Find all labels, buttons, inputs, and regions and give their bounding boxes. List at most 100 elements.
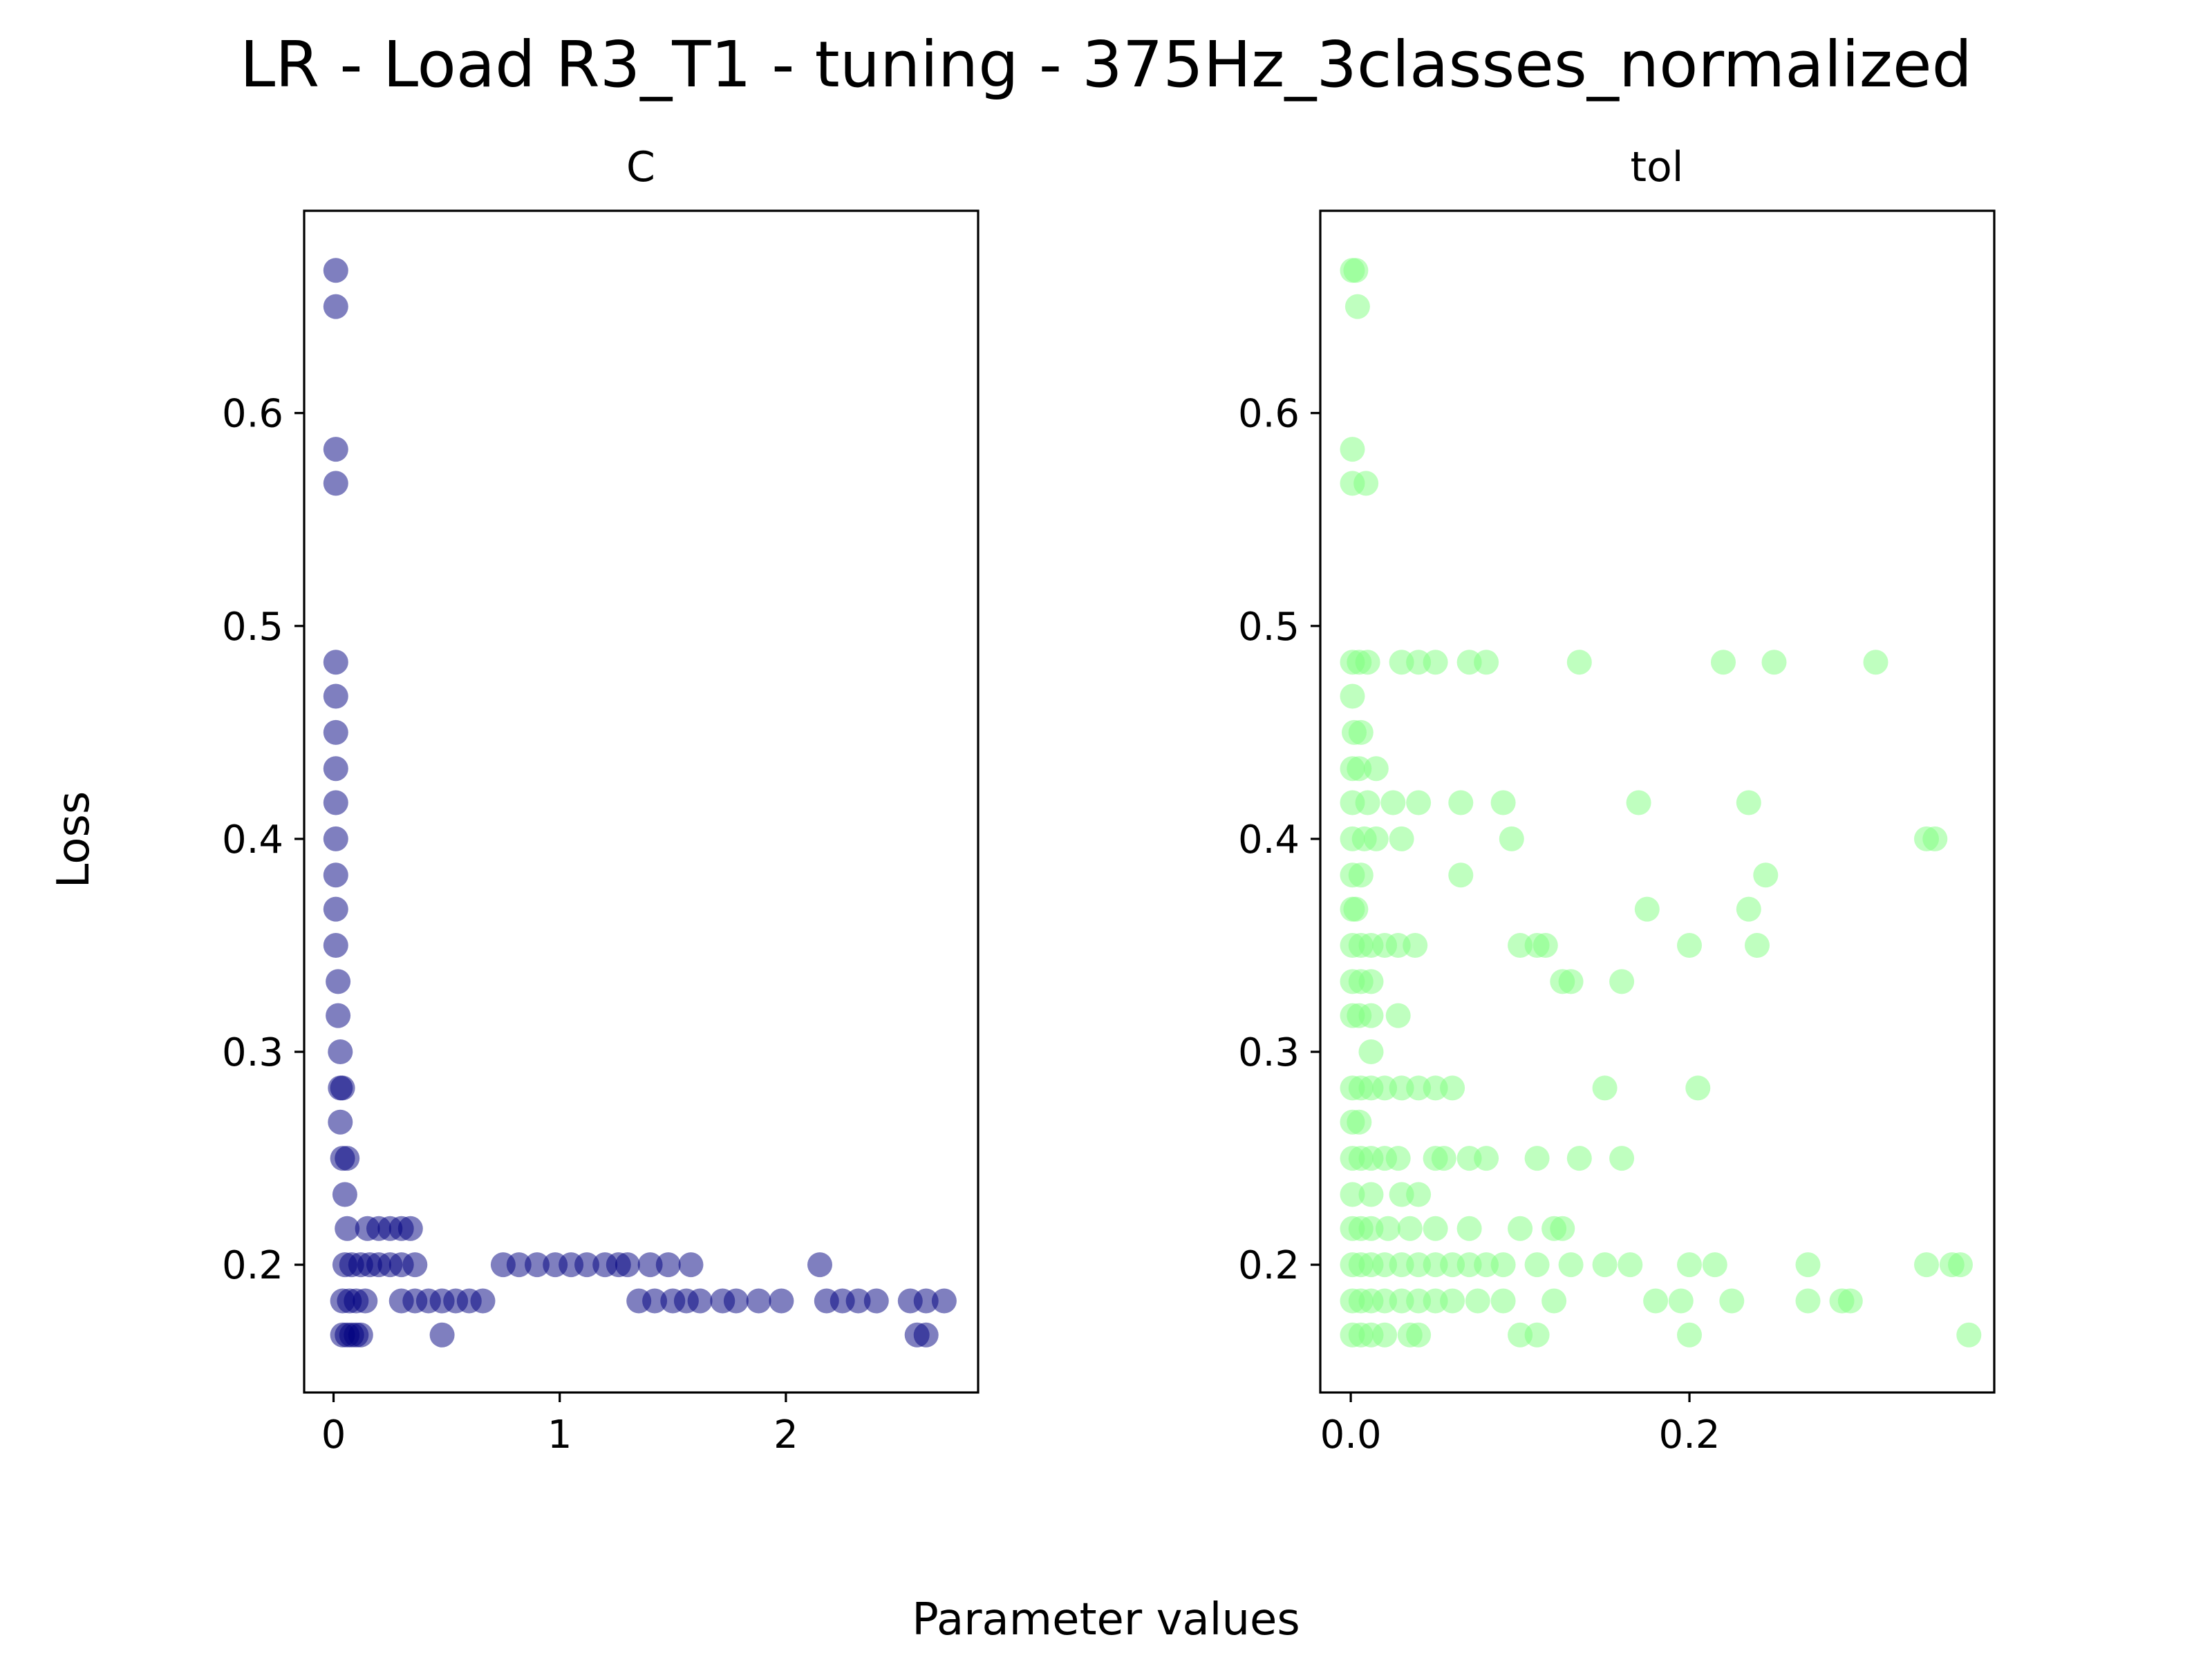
- scatter-point: [1668, 1288, 1694, 1314]
- scatter-point: [637, 1252, 663, 1278]
- scatter-point: [1719, 1288, 1745, 1314]
- scatter-point: [1353, 471, 1379, 496]
- scatter-point: [1440, 1288, 1465, 1314]
- scatter-point: [1685, 1075, 1711, 1101]
- scatter-point: [1508, 1216, 1533, 1241]
- scatter-point: [1753, 862, 1779, 888]
- subplot-tol: tol 0.0 0.2 0.2 0.3 0.4 0.5 0.6: [1238, 143, 1996, 1457]
- scatter-point: [1626, 790, 1651, 815]
- y-tick-label: 0.2: [222, 1243, 283, 1288]
- scatter-point: [1863, 650, 1888, 675]
- scatter-point: [1618, 1252, 1643, 1278]
- scatter-point: [1376, 1216, 1400, 1241]
- scatter-point: [1566, 650, 1592, 675]
- y-tick-label: 0.5: [1238, 605, 1300, 650]
- scatter-point: [723, 1288, 749, 1314]
- scatter-point: [1736, 896, 1761, 922]
- scatter-point: [323, 862, 348, 888]
- scatter-point: [323, 896, 348, 922]
- scatter-point: [1358, 1182, 1384, 1207]
- scatter-point: [506, 1252, 532, 1278]
- scatter-point: [323, 650, 348, 675]
- scatter-point: [348, 1322, 373, 1348]
- scatter-point: [1948, 1252, 1973, 1278]
- scatter-point: [1533, 933, 1558, 958]
- scatter-point: [1643, 1288, 1669, 1314]
- scatter-point: [807, 1252, 832, 1278]
- scatter-point: [746, 1288, 771, 1314]
- scatter-point: [1499, 826, 1524, 851]
- scatter-point: [1745, 933, 1770, 958]
- scatter-point: [397, 1216, 423, 1241]
- scatter-point: [1736, 790, 1761, 815]
- scatter-point: [1702, 1252, 1727, 1278]
- scatter-point: [1347, 1109, 1372, 1135]
- scatter-point: [655, 1252, 681, 1278]
- scatter-point: [1358, 1039, 1384, 1064]
- y-tick-label: 0.5: [222, 605, 283, 650]
- scatter-point: [1406, 790, 1432, 815]
- y-tick-label: 0.2: [1238, 1243, 1300, 1288]
- subplot-c: C 0 1 2 0.2 0.3 0.4 0.5 0.6: [222, 143, 980, 1457]
- scatter-point: [1385, 1003, 1411, 1028]
- scatter-point: [1358, 969, 1384, 994]
- x-tick-label: 0.2: [1659, 1413, 1721, 1457]
- scatter-point: [1592, 1075, 1618, 1101]
- subplot-title-tol: tol: [1631, 143, 1684, 191]
- x-tick-label: 0.0: [1320, 1413, 1382, 1457]
- scatter-point: [1355, 790, 1380, 815]
- scatter-point: [863, 1288, 889, 1314]
- scatter-point: [1389, 826, 1414, 851]
- scatter-point: [615, 1252, 640, 1278]
- scatter-point: [1474, 1146, 1499, 1171]
- scatter-point: [323, 826, 348, 851]
- scatter-points-tol: [1340, 258, 1982, 1348]
- scatter-point: [1448, 790, 1474, 815]
- scatter-point: [1541, 1288, 1567, 1314]
- scatter-point: [1677, 1252, 1702, 1278]
- scatter-point: [845, 1288, 871, 1314]
- y-tick-label: 0.3: [222, 1030, 283, 1075]
- scatter-point: [335, 1146, 360, 1171]
- scatter-point: [1609, 1146, 1635, 1171]
- x-tick-label: 2: [774, 1413, 798, 1457]
- scatter-point: [1358, 1003, 1384, 1028]
- scatter-point: [1956, 1322, 1982, 1348]
- scatter-point: [687, 1288, 713, 1314]
- scatter-points-c: [323, 258, 957, 1348]
- scatter-point: [1340, 683, 1365, 709]
- scatter-point: [1448, 862, 1474, 888]
- scatter-point: [1711, 650, 1736, 675]
- scatter-point: [323, 683, 348, 709]
- scatter-point: [323, 756, 348, 782]
- x-tick-label: 1: [547, 1413, 572, 1457]
- scatter-point: [1922, 826, 1948, 851]
- scatter-point: [678, 1252, 704, 1278]
- scatter-point: [1795, 1288, 1821, 1314]
- scatter-point: [328, 1039, 353, 1064]
- scatter-point: [1566, 1146, 1592, 1171]
- scatter-point: [642, 1288, 668, 1314]
- scatter-point: [931, 1288, 957, 1314]
- figure-xlabel: Parameter values: [912, 1594, 1300, 1645]
- scatter-point: [1490, 1252, 1516, 1278]
- y-tick-label: 0.4: [1238, 818, 1300, 862]
- scatter-point: [1837, 1288, 1863, 1314]
- scatter-point: [1340, 1182, 1365, 1207]
- figure-title: LR - Load R3_T1 - tuning - 375Hz_3classe…: [240, 28, 1972, 102]
- scatter-point: [1456, 1216, 1482, 1241]
- scatter-point: [1385, 1146, 1411, 1171]
- scatter-point: [1914, 1252, 1939, 1278]
- scatter-point: [1372, 1322, 1398, 1348]
- scatter-point: [402, 1252, 428, 1278]
- scatter-point: [1474, 650, 1499, 675]
- scatter-point: [323, 933, 348, 958]
- scatter-point: [1340, 437, 1365, 462]
- scatter-point: [1343, 896, 1369, 922]
- scatter-point: [1423, 1216, 1448, 1241]
- scatter-point: [1343, 258, 1369, 283]
- scatter-point: [1592, 1252, 1618, 1278]
- plot-frame-c: [303, 209, 980, 1394]
- scatter-point: [913, 1322, 939, 1348]
